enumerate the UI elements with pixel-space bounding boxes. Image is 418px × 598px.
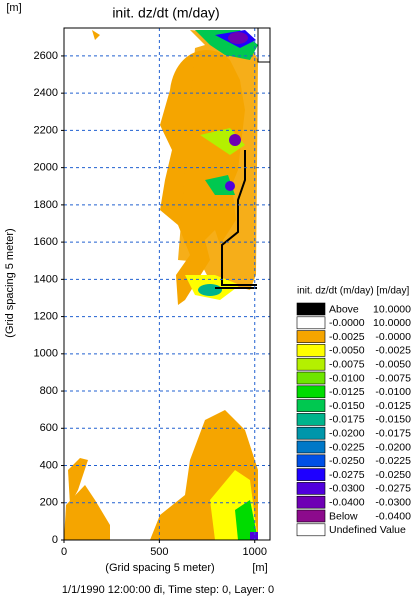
legend-label: -0.0300 bbox=[329, 483, 365, 495]
legend-swatch bbox=[296, 495, 326, 509]
legend-swatch bbox=[296, 344, 326, 357]
legend-swatch bbox=[296, 482, 326, 495]
y-unit: [m] bbox=[6, 2, 21, 14]
y-tick-label: 200 bbox=[40, 497, 58, 509]
legend-label: -0.0125 bbox=[329, 386, 365, 398]
y-tick-label: 1600 bbox=[34, 236, 58, 248]
x-label: (Grid spacing 5 meter) bbox=[105, 562, 214, 574]
y-tick-label: 2200 bbox=[34, 124, 58, 136]
legend-label: -0.0050 bbox=[375, 358, 411, 370]
legend-label: -0.0025 bbox=[329, 331, 365, 343]
legend-label: 10.0000 bbox=[373, 303, 411, 315]
legend-label: -0.0075 bbox=[329, 358, 365, 370]
field-region bbox=[68, 458, 88, 505]
y-tick-label: 2600 bbox=[34, 50, 58, 62]
legend-label: -0.0000 bbox=[329, 317, 365, 329]
legend-label: -0.0175 bbox=[375, 427, 411, 439]
legend-label: -0.0150 bbox=[329, 400, 365, 412]
legend-swatch bbox=[296, 509, 326, 523]
boundary bbox=[215, 150, 257, 289]
undefined-region bbox=[257, 27, 271, 63]
chart-title: init. dz/dt (m/day) bbox=[112, 5, 219, 21]
field-region bbox=[198, 284, 222, 296]
legend-label: -0.0075 bbox=[375, 372, 411, 384]
legend-label: Undefined Value bbox=[329, 524, 406, 536]
field-region bbox=[64, 485, 110, 540]
legend-label: -0.0175 bbox=[329, 414, 365, 426]
legend-label: -0.0400 bbox=[329, 496, 365, 508]
legend-label: -0.0100 bbox=[375, 386, 411, 398]
legend-label: -0.0225 bbox=[375, 455, 411, 467]
legend-label: -0.0150 bbox=[375, 414, 411, 426]
field-region bbox=[92, 30, 100, 40]
field bbox=[64, 27, 271, 540]
legend-swatch bbox=[296, 385, 326, 399]
legend-swatch bbox=[296, 413, 326, 426]
field-region bbox=[229, 134, 241, 146]
y-tick-label: 400 bbox=[40, 459, 58, 471]
legend-swatch bbox=[296, 454, 326, 468]
x-tick-label: 1000 bbox=[242, 546, 266, 558]
y-label: (Grid spacing 5 meter) bbox=[4, 228, 16, 337]
y-tick-label: 1200 bbox=[34, 310, 58, 322]
legend-label: -0.0250 bbox=[375, 469, 411, 481]
y-tick-label: 1400 bbox=[34, 273, 58, 285]
x-tick-label: 500 bbox=[150, 546, 168, 558]
legend-label: -0.0400 bbox=[375, 510, 411, 522]
y-tick-label: 800 bbox=[40, 385, 58, 397]
y-tick-label: 2400 bbox=[34, 87, 58, 99]
y-tick-label: 1000 bbox=[34, 348, 58, 360]
legend-label: -0.0025 bbox=[375, 345, 411, 357]
legend-swatch bbox=[296, 302, 326, 316]
legend-label: -0.0225 bbox=[329, 441, 365, 453]
field-region bbox=[235, 500, 258, 540]
legend-swatch bbox=[296, 371, 326, 385]
legend-label: -0.0275 bbox=[329, 469, 365, 481]
legend-label: -0.0275 bbox=[375, 483, 411, 495]
legend-swatch bbox=[296, 330, 326, 343]
field-region bbox=[228, 32, 248, 44]
field-region bbox=[250, 532, 258, 540]
legend-label: -0.0200 bbox=[375, 441, 411, 453]
y-tick-label: 1800 bbox=[34, 199, 58, 211]
legend-swatch bbox=[296, 440, 326, 454]
legend-swatch bbox=[296, 523, 326, 537]
footer: 1/1/1990 12:00:00 đi, Time step: 0, Laye… bbox=[62, 584, 274, 596]
y-tick-label: 600 bbox=[40, 422, 58, 434]
legend-label: -0.0000 bbox=[375, 331, 411, 343]
legend-label: Above bbox=[329, 303, 359, 315]
legend-swatch bbox=[296, 357, 326, 371]
legend-swatch bbox=[296, 468, 326, 481]
x-unit: [m] bbox=[252, 562, 267, 574]
y-tick-label: 2000 bbox=[34, 162, 58, 174]
field-region bbox=[225, 181, 235, 191]
legend-label: -0.0300 bbox=[375, 496, 411, 508]
legend-swatch bbox=[296, 316, 326, 330]
legend-label: -0.0100 bbox=[329, 372, 365, 384]
y-tick-label: 0 bbox=[52, 534, 58, 546]
legend-label: -0.0250 bbox=[329, 455, 365, 467]
legend-label: -0.0125 bbox=[375, 400, 411, 412]
legend-title: init. dz/dt (m/day) [m/day] bbox=[297, 286, 409, 297]
legend-label: 10.0000 bbox=[373, 317, 411, 329]
plot-frame bbox=[63, 27, 271, 541]
legend-swatch bbox=[296, 399, 326, 412]
legend-label: -0.0050 bbox=[329, 345, 365, 357]
legend-swatch bbox=[296, 426, 326, 440]
x-tick-label: 0 bbox=[61, 546, 67, 558]
legend-label: Below bbox=[329, 510, 358, 522]
legend-label: -0.0200 bbox=[329, 427, 365, 439]
